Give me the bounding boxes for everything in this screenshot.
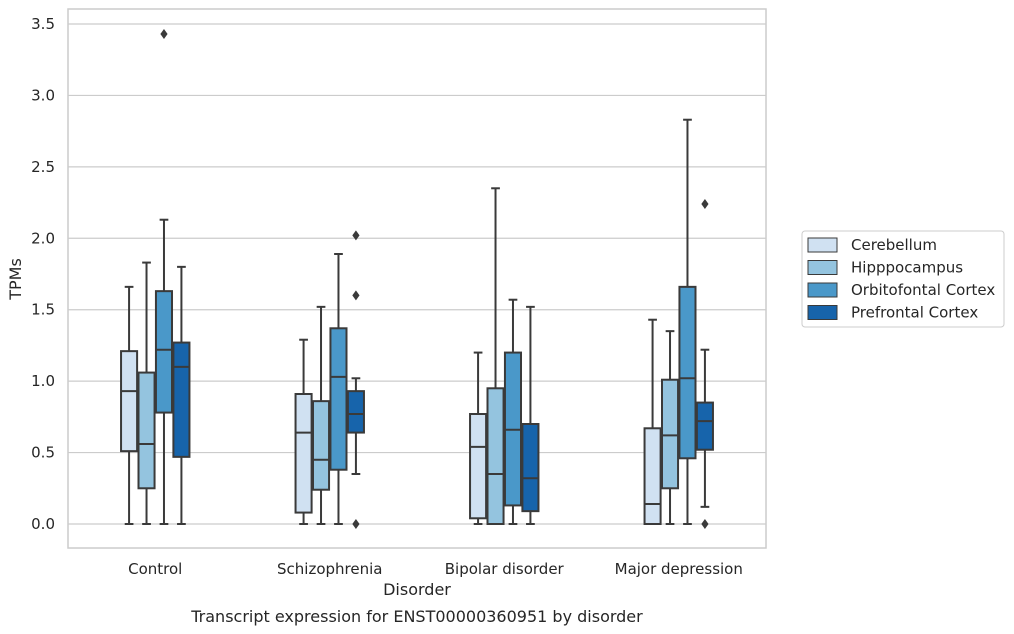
outlier-marker [352,519,360,529]
box-iqr [469,413,488,520]
box [695,199,714,529]
x-tick-label: Major depression [615,560,743,578]
y-tick-label: 0.5 [31,444,55,462]
box [503,298,523,525]
plot-frame [67,8,767,549]
box-iqr [329,327,348,471]
outlier-marker [352,230,360,241]
box [311,305,331,525]
legend: Cerebellum Hipppocampus Orbitofontal Corte… [801,230,1005,328]
chart-caption: Transcript expression for ENST0000036095… [190,607,643,626]
y-tick-label: 3.5 [31,15,55,33]
legend-label: Prefrontal Cortex [851,304,978,322]
outlier-marker [701,519,709,529]
legend-swatch [807,260,838,275]
y-tick-label: 3.0 [31,86,55,104]
outlier-marker [160,29,168,39]
box-iqr [154,290,174,414]
outlier-marker [701,199,709,209]
box-iqr [660,378,680,490]
box [486,187,505,525]
box-iqr [521,423,540,513]
boxplot-series [120,29,714,529]
y-tick-label: 2.5 [31,158,55,176]
box [521,305,540,525]
box-iqr [172,341,191,458]
series-prefrontal-cortex [172,199,714,529]
x-tick-label: Bipolar disorder [445,560,565,578]
legend-label: Hipppocampus [851,259,963,277]
box [678,118,697,525]
x-tick-label: Schizophrenia [277,560,382,578]
box-iqr [346,390,365,434]
box-iqr [643,427,662,525]
box-iqr [678,285,697,460]
box [120,285,139,525]
x-axis-ticks: Control Schizophrenia Bipolar disorder Majo… [128,560,743,578]
box [469,351,488,525]
x-tick-label: Control [128,560,182,578]
legend-swatch [807,305,838,320]
series-hipppocampus [137,187,680,525]
box-iqr [137,371,156,490]
y-tick-label: 2.0 [31,229,55,247]
box-iqr [294,393,313,514]
legend-label: Cerebellum [851,236,937,254]
box [137,261,156,525]
series-orbitofontal-cortex [154,29,697,525]
box-iqr [486,387,505,525]
series-cerebellum [120,285,662,525]
box-iqr [695,401,714,451]
box [154,29,174,525]
outlier-marker [352,290,360,301]
legend-label: Orbitofontal Cortex [851,281,995,299]
y-tick-label: 0.0 [31,515,55,533]
box [329,253,348,525]
box [660,330,680,525]
legend-swatch [807,282,838,298]
x-axis-label: Disorder [383,580,451,599]
y-tick-label: 1.5 [31,301,55,319]
y-axis-label: TPMs [6,258,25,301]
legend-swatch [807,237,838,253]
box [172,265,191,525]
y-tick-label: 1.0 [31,372,55,390]
box [294,338,313,525]
box [643,318,662,525]
box-iqr [311,400,331,491]
legend-frame [801,230,1005,328]
box [346,230,365,529]
y-axis-ticks: 0.0 0.5 1.0 1.5 2.0 2.5 3.0 3.5 [31,15,55,533]
box-iqr [120,350,139,453]
